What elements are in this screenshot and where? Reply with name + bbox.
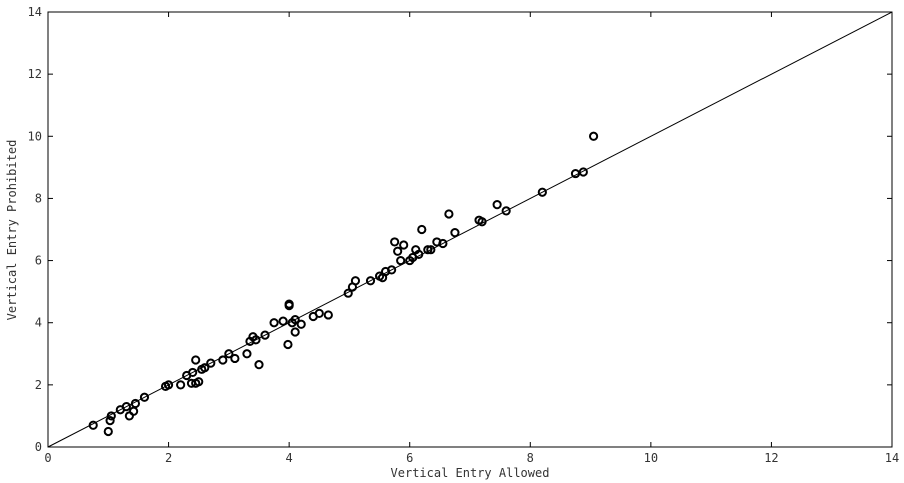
data-point bbox=[163, 380, 174, 390]
x-tick-label: 14 bbox=[885, 451, 899, 465]
x-axis-ticks: 0 2 4 6 8 10 12 14 bbox=[44, 12, 899, 465]
data-point bbox=[254, 360, 264, 370]
reference-line-group bbox=[47, 11, 893, 448]
data-point bbox=[450, 228, 460, 238]
data-point bbox=[393, 246, 403, 256]
data-point bbox=[106, 411, 116, 421]
data-point bbox=[139, 392, 150, 402]
reference-line bbox=[47, 11, 893, 448]
data-point bbox=[224, 349, 234, 359]
y-axis-label: Vertical Entry Prohibited bbox=[5, 140, 19, 321]
data-point bbox=[444, 209, 454, 219]
plot-frame bbox=[47, 11, 893, 448]
data-point bbox=[477, 217, 487, 227]
data-point bbox=[501, 206, 511, 216]
data-point bbox=[260, 330, 270, 340]
data-point bbox=[423, 245, 433, 255]
data-point bbox=[251, 335, 261, 345]
y-tick-label: 8 bbox=[35, 191, 42, 205]
x-tick-label: 12 bbox=[764, 451, 778, 465]
data-point bbox=[426, 245, 436, 255]
data-point bbox=[129, 406, 139, 416]
data-point bbox=[121, 402, 131, 412]
y-tick-label: 0 bbox=[35, 440, 42, 454]
data-point bbox=[414, 249, 424, 259]
data-point bbox=[191, 355, 201, 365]
x-tick-label: 4 bbox=[286, 451, 293, 465]
y-axis-ticks: 0 2 4 6 8 10 12 14 bbox=[28, 5, 892, 454]
x-axis-label: Vertical Entry Allowed bbox=[391, 466, 550, 480]
data-point bbox=[578, 167, 588, 177]
data-point bbox=[492, 200, 502, 210]
data-point bbox=[387, 265, 397, 275]
y-tick-label: 14 bbox=[28, 5, 42, 19]
data-point bbox=[438, 238, 448, 249]
data-point bbox=[396, 255, 406, 266]
data-point bbox=[188, 367, 198, 378]
data-point bbox=[290, 315, 300, 325]
data-point bbox=[206, 358, 216, 368]
data-point bbox=[343, 288, 353, 298]
data-points bbox=[88, 131, 599, 437]
data-point bbox=[130, 398, 141, 409]
data-point bbox=[194, 377, 204, 387]
data-point bbox=[350, 276, 361, 286]
data-point bbox=[537, 187, 547, 197]
data-point bbox=[200, 363, 210, 373]
data-point bbox=[105, 415, 115, 426]
y-tick-label: 2 bbox=[35, 378, 42, 392]
data-point bbox=[230, 353, 240, 364]
data-point bbox=[399, 240, 409, 250]
x-tick-label: 6 bbox=[406, 451, 413, 465]
data-point bbox=[283, 339, 293, 350]
y-tick-label: 10 bbox=[28, 129, 42, 143]
data-point bbox=[218, 355, 228, 365]
data-point bbox=[290, 327, 300, 337]
x-tick-label: 10 bbox=[644, 451, 658, 465]
data-point bbox=[588, 131, 599, 141]
data-point bbox=[323, 310, 333, 320]
data-point bbox=[284, 301, 294, 311]
data-point bbox=[176, 380, 186, 390]
data-point bbox=[296, 319, 306, 329]
data-point bbox=[103, 426, 113, 437]
x-tick-label: 0 bbox=[44, 451, 51, 465]
x-tick-label: 2 bbox=[165, 451, 172, 465]
data-point bbox=[278, 316, 288, 326]
data-point bbox=[314, 308, 324, 318]
plot-frame-group bbox=[47, 11, 893, 448]
y-tick-label: 4 bbox=[35, 316, 42, 330]
y-tick-label: 12 bbox=[28, 67, 42, 81]
data-point bbox=[242, 349, 252, 359]
data-point bbox=[88, 420, 98, 430]
data-point bbox=[417, 224, 427, 235]
x-tick-label: 8 bbox=[527, 451, 534, 465]
y-tick-label: 6 bbox=[35, 254, 42, 268]
data-point bbox=[365, 276, 376, 286]
data-point bbox=[269, 318, 279, 328]
data-point bbox=[390, 237, 400, 247]
